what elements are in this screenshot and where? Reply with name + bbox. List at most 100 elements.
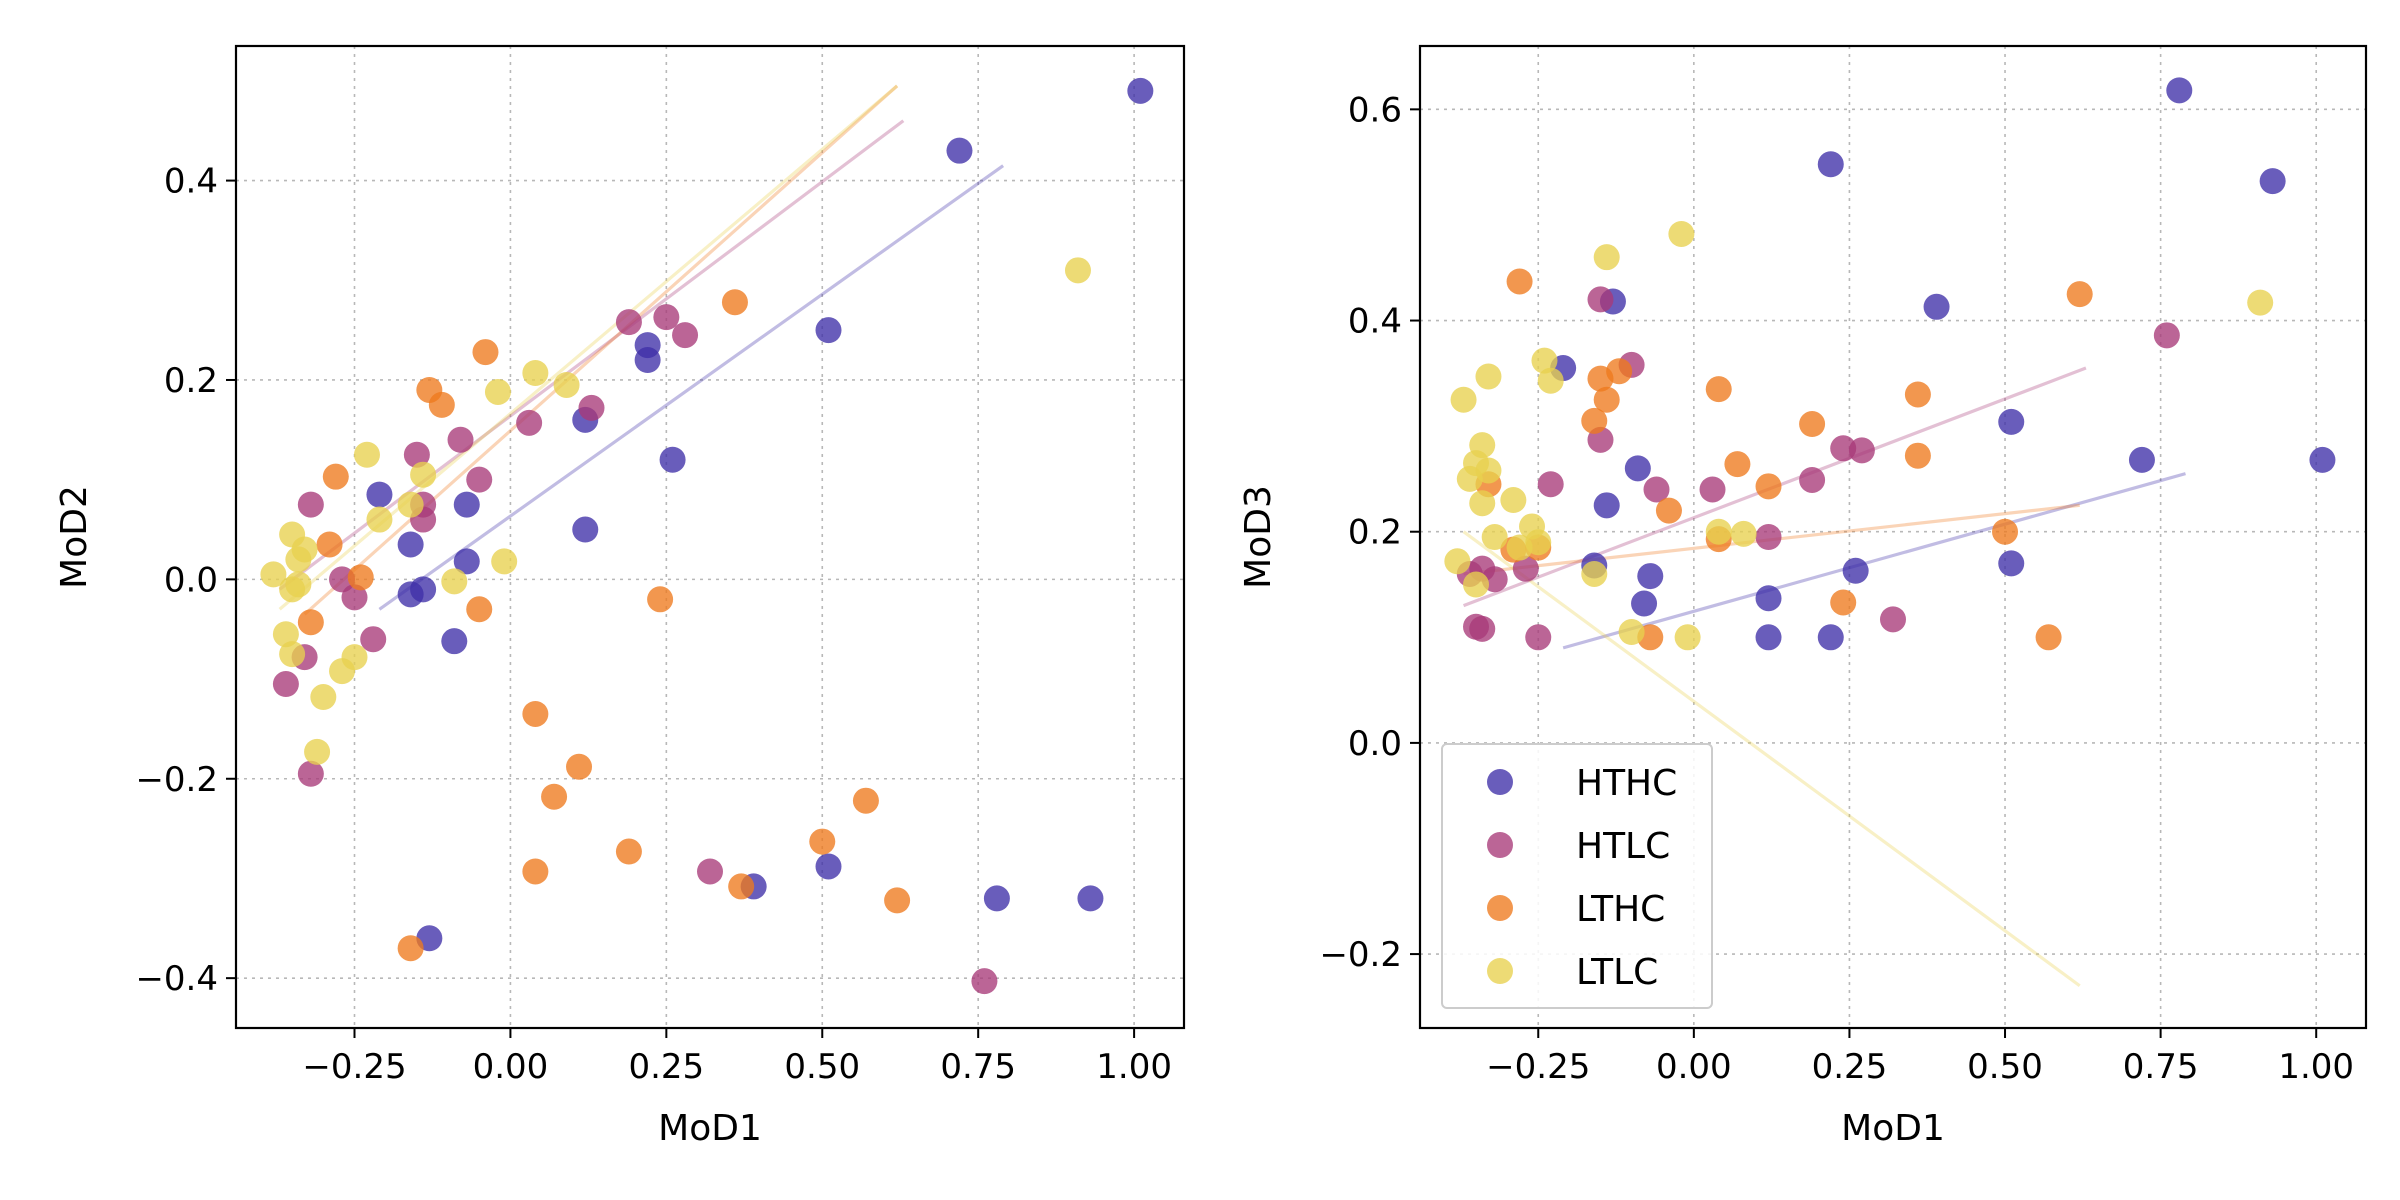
point-htlc [341,584,368,611]
x-tick-label: 0.50 [784,1047,860,1087]
point-hthc [1755,624,1782,651]
point-hthc [410,576,437,603]
point-lthc [522,858,549,885]
legend-label: LTHC [1576,889,1665,930]
point-lthc [1655,497,1682,524]
point-lthc [647,586,674,613]
point-hthc [2309,446,2336,473]
x-tick-label: −0.25 [1486,1047,1590,1087]
point-lthc [1904,381,1931,408]
point-lthc [615,838,642,865]
y-axis-label: MoD2 [54,485,95,589]
point-lthc [322,463,349,490]
point-ltlc [1618,619,1645,646]
y-tick-label: 0.6 [1348,90,1402,130]
scatter-points [1444,77,2336,651]
point-ltlc [2247,289,2274,316]
x-axis-label: MoD1 [658,1108,762,1149]
legend-entry-htlc: HTLC [1487,826,1670,867]
point-ltlc [285,546,312,573]
point-hthc [1127,77,1154,104]
x-axis-ticks: −0.25 0.00 0.25 0.50 0.75 1.00 [1486,1028,2354,1087]
x-axis-ticks: −0.25 0.00 0.25 0.50 0.75 1.00 [302,1028,1172,1087]
point-hthc [1842,557,1869,584]
trend-line-hthc [1562,472,2186,650]
x-tick-label: 1.00 [1096,1047,1172,1087]
scatter-points [260,77,1154,995]
legend-label: HTHC [1576,763,1677,804]
point-hthc [397,531,424,558]
point-ltlc [1506,534,1533,561]
point-hthc [1755,585,1782,612]
point-ltlc [1469,490,1496,517]
point-lthc [397,935,424,962]
point-hthc [453,491,480,518]
point-htlc [1643,476,1670,503]
trend-line-ltlc [1462,530,2081,988]
point-htlc [1755,524,1782,550]
legend-marker [1487,832,1513,858]
point-htlc [672,322,699,349]
point-lthc [1506,268,1533,295]
point-ltlc [553,371,580,398]
point-ltlc [1450,386,1477,413]
trend-line-lthc [303,84,899,616]
point-lthc [809,828,836,855]
point-htlc [297,760,324,787]
point-lthc [1581,407,1608,434]
y-axis-ticks: −0.4 −0.2 0.0 0.2 0.4 [135,162,236,999]
point-hthc [1593,492,1620,519]
point-ltlc [353,441,380,468]
point-ltlc [1668,220,1695,247]
x-tick-label: 1.00 [2278,1047,2354,1087]
y-axis-ticks: −0.2 0.0 0.2 0.4 0.6 [1319,90,1420,975]
point-lthc [884,887,911,914]
point-ltlc [304,738,331,765]
point-hthc [366,481,393,508]
point-hthc [815,317,842,344]
point-htlc [360,626,387,653]
point-lthc [566,753,593,780]
point-hthc [2166,77,2193,104]
point-ltlc [260,561,287,588]
point-lthc [347,564,374,591]
point-hthc [1637,563,1664,590]
point-hthc [1998,550,2025,577]
point-htlc [615,309,642,336]
point-ltlc [1730,520,1757,547]
point-hthc [659,446,686,473]
point-htlc [1512,555,1539,582]
y-tick-label: 0.0 [164,560,218,600]
point-hthc [453,548,480,575]
point-lthc [428,391,455,418]
point-ltlc [1444,548,1471,575]
point-ltlc [1537,367,1564,394]
x-tick-label: −0.25 [302,1047,406,1087]
point-htlc [403,441,430,468]
legend-marker [1487,958,1513,984]
point-hthc [2259,168,2286,195]
point-htlc [1469,615,1496,642]
y-tick-label: 0.4 [164,162,218,202]
point-ltlc [1456,465,1483,492]
point-lthc [721,289,748,316]
point-ltlc [1481,524,1508,550]
x-tick-label: 0.50 [1967,1047,2043,1087]
point-lthc [1830,589,1857,616]
point-ltlc [285,571,312,598]
y-tick-label: 0.2 [1348,513,1402,553]
point-htlc [1848,437,1875,464]
point-ltlc [1500,487,1527,514]
point-ltlc [491,548,518,575]
point-ltlc [522,360,549,387]
point-htlc [697,858,723,885]
point-ltlc [441,568,468,595]
point-hthc [946,137,973,164]
point-lthc [541,783,568,810]
legend-label: HTLC [1576,826,1670,867]
point-htlc [272,671,299,698]
legend: HTHC HTLC LTHC LTLC [1441,743,1713,1009]
point-ltlc [272,621,299,648]
point-hthc [1624,455,1651,482]
